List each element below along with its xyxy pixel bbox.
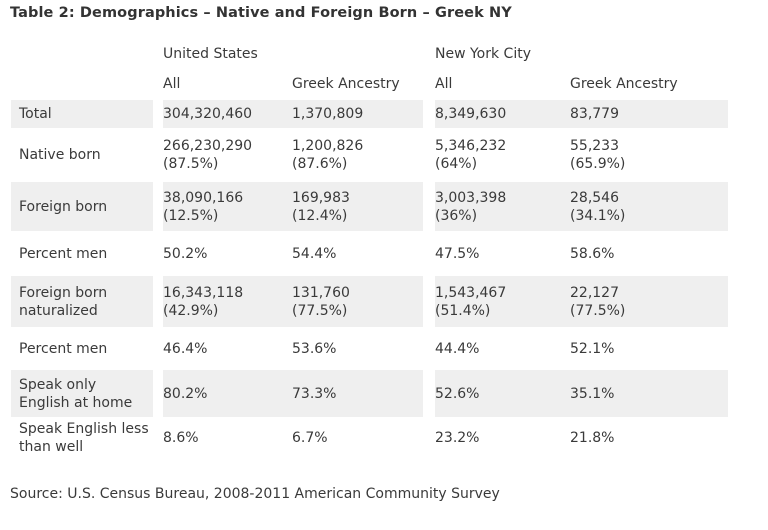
table-cell: 52.1% <box>570 340 615 357</box>
table-cell: 6.7% <box>292 430 328 446</box>
table-cell: 169,983 (12.4%) <box>292 189 350 224</box>
table-cell: 1,543,467 (51.4%) <box>435 284 507 319</box>
source-note: Source: U.S. Census Bureau, 2008-2011 Am… <box>10 486 500 502</box>
table-cell: 304,320,460 <box>163 106 253 122</box>
column-header-nyc-all: All <box>435 76 453 92</box>
table-cell: 47.5% <box>435 245 480 262</box>
row-label: Percent men <box>19 245 108 262</box>
row-shade <box>435 370 728 417</box>
table-cell: 23.2% <box>435 430 480 446</box>
table-cell: 266,230,290 (87.5%) <box>163 138 253 172</box>
group-header-united-states: United States <box>163 46 258 62</box>
row-shade <box>11 276 153 327</box>
row-label: Percent men <box>19 340 108 357</box>
table-cell: 46.4% <box>163 340 208 357</box>
row-shade <box>11 370 153 417</box>
row-shade <box>435 182 728 231</box>
table-cell: 55,233 (65.9%) <box>570 138 626 172</box>
row-shade <box>163 276 423 327</box>
row-shade <box>11 182 153 231</box>
table-cell: 80.2% <box>163 385 208 402</box>
table-cell: 28,546 (34.1%) <box>570 189 626 224</box>
row-shade <box>163 370 423 417</box>
row-label: Foreign born naturalized <box>19 284 108 319</box>
table-cell: 35.1% <box>570 385 615 402</box>
table-cell: 1,370,809 <box>292 106 364 122</box>
table-cell: 131,760 (77.5%) <box>292 284 350 319</box>
table-cell: 8,349,630 <box>435 106 507 122</box>
table-title: Table 2: Demographics – Native and Forei… <box>10 5 512 21</box>
table-cell: 1,200,826 (87.6%) <box>292 138 364 172</box>
row-shade <box>163 182 423 231</box>
column-header-nyc-greek: Greek Ancestry <box>570 76 678 92</box>
table-cell: 3,003,398 (36%) <box>435 189 507 224</box>
table-cell: 8.6% <box>163 430 199 446</box>
row-label: Speak English less than well <box>19 421 149 455</box>
table-cell: 50.2% <box>163 245 208 262</box>
table-cell: 44.4% <box>435 340 480 357</box>
row-shade <box>435 276 728 327</box>
row-label: Total <box>19 106 52 122</box>
table-cell: 83,779 <box>570 106 619 122</box>
column-header-us-all: All <box>163 76 181 92</box>
row-shade <box>163 100 423 128</box>
row-shade <box>11 100 153 128</box>
table-cell: 52.6% <box>435 385 480 402</box>
table-cell: 54.4% <box>292 245 337 262</box>
row-label: Native born <box>19 147 101 163</box>
table-cell: 5,346,232 (64%) <box>435 138 507 172</box>
row-label: Speak only English at home <box>19 376 133 411</box>
table-cell: 22,127 (77.5%) <box>570 284 626 319</box>
table-cell: 58.6% <box>570 245 615 262</box>
table-cell: 16,343,118 (42.9%) <box>163 284 244 319</box>
row-shade <box>435 100 728 128</box>
table-cell: 21.8% <box>570 430 615 446</box>
table-cell: 73.3% <box>292 385 337 402</box>
group-header-new-york-city: New York City <box>435 46 531 62</box>
table-cell: 53.6% <box>292 340 337 357</box>
row-label: Foreign born <box>19 198 108 215</box>
column-header-us-greek: Greek Ancestry <box>292 76 400 92</box>
table-cell: 38,090,166 (12.5%) <box>163 189 244 224</box>
